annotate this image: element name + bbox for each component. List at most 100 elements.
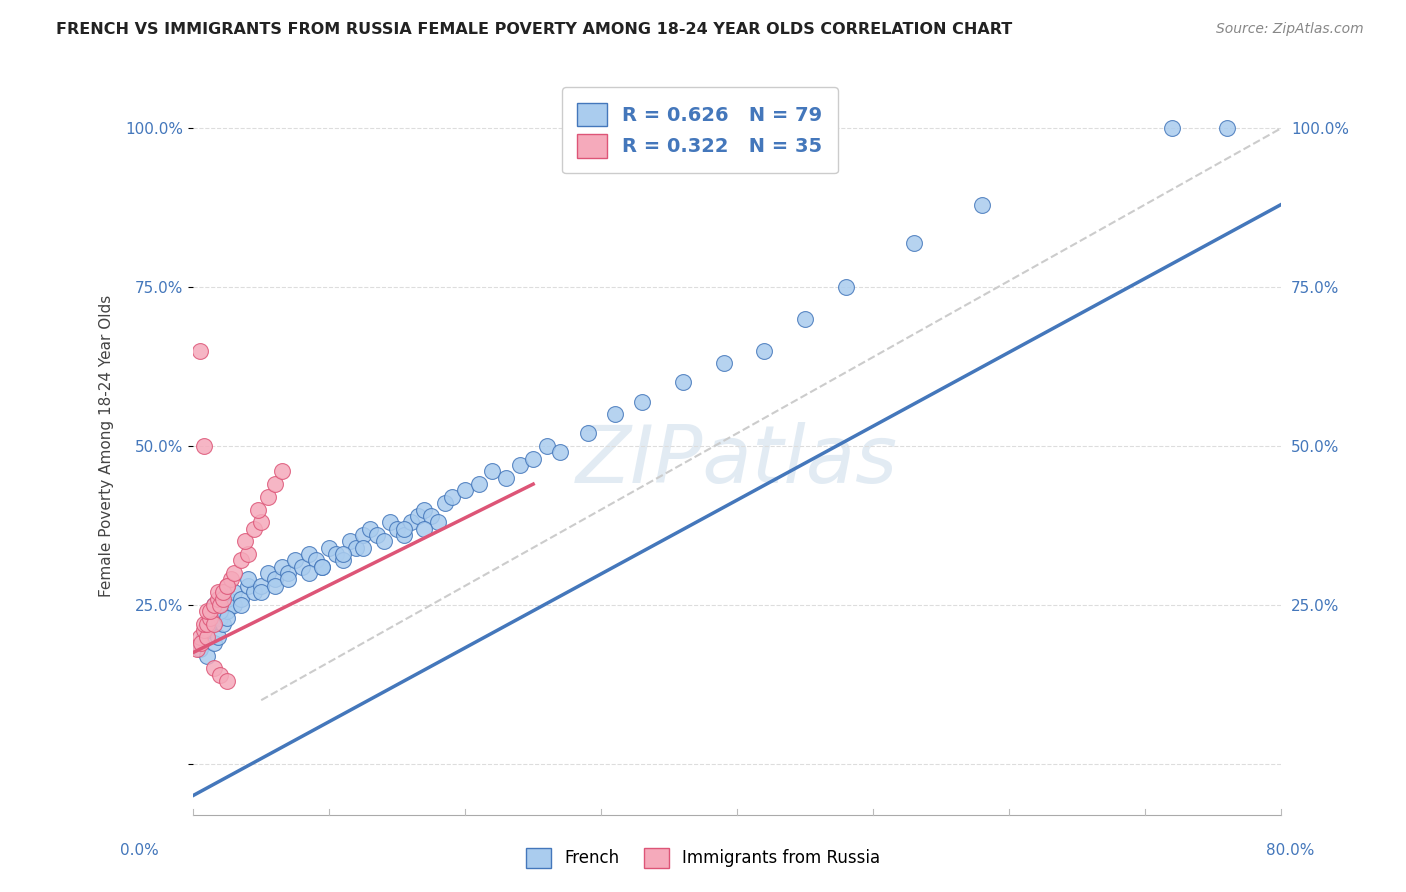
- Point: [188, 343, 211, 358]
- Point: [277, 573, 299, 587]
- Point: [222, 598, 245, 612]
- Point: [195, 648, 218, 663]
- Point: [1215, 121, 1237, 136]
- Point: [207, 585, 229, 599]
- Point: [406, 508, 429, 523]
- Point: [263, 579, 285, 593]
- Point: [217, 579, 239, 593]
- Point: [277, 566, 299, 580]
- Point: [217, 579, 239, 593]
- Point: [380, 515, 402, 529]
- Point: [250, 579, 273, 593]
- Point: [495, 471, 517, 485]
- Point: [207, 591, 229, 606]
- Point: [186, 642, 208, 657]
- Point: [413, 502, 436, 516]
- Point: [233, 534, 256, 549]
- Point: [468, 477, 491, 491]
- Text: Source: ZipAtlas.com: Source: ZipAtlas.com: [1216, 22, 1364, 37]
- Point: [202, 598, 225, 612]
- Point: [318, 541, 340, 555]
- Point: [209, 598, 232, 612]
- Text: FRENCH VS IMMIGRANTS FROM RUSSIA FEMALE POVERTY AMONG 18-24 YEAR OLDS CORRELATIO: FRENCH VS IMMIGRANTS FROM RUSSIA FEMALE …: [56, 22, 1012, 37]
- Legend: R = 0.626   N = 79, R = 0.322   N = 35: R = 0.626 N = 79, R = 0.322 N = 35: [562, 87, 838, 174]
- Point: [202, 661, 225, 675]
- Point: [195, 604, 218, 618]
- Point: [631, 394, 654, 409]
- Point: [198, 604, 221, 618]
- Point: [672, 376, 695, 390]
- Legend: French, Immigrants from Russia: French, Immigrants from Russia: [519, 841, 887, 875]
- Point: [193, 439, 215, 453]
- Text: 80.0%: 80.0%: [1267, 843, 1315, 858]
- Point: [207, 630, 229, 644]
- Point: [603, 407, 626, 421]
- Point: [243, 522, 266, 536]
- Point: [304, 553, 326, 567]
- Point: [366, 528, 388, 542]
- Point: [229, 598, 252, 612]
- Point: [413, 522, 436, 536]
- Point: [217, 674, 239, 689]
- Point: [1161, 121, 1184, 136]
- Point: [392, 528, 415, 542]
- Point: [352, 541, 374, 555]
- Point: [835, 280, 858, 294]
- Point: [298, 547, 321, 561]
- Point: [257, 566, 280, 580]
- Point: [754, 343, 776, 358]
- Point: [392, 522, 415, 536]
- Text: ZIPatlas: ZIPatlas: [576, 422, 898, 500]
- Point: [217, 591, 239, 606]
- Point: [250, 515, 273, 529]
- Point: [332, 547, 354, 561]
- Point: [236, 579, 259, 593]
- Point: [198, 616, 221, 631]
- Point: [195, 630, 218, 644]
- Point: [202, 616, 225, 631]
- Point: [263, 477, 285, 491]
- Point: [188, 630, 211, 644]
- Point: [359, 522, 381, 536]
- Point: [212, 616, 235, 631]
- Point: [373, 534, 395, 549]
- Point: [222, 566, 245, 580]
- Point: [209, 667, 232, 681]
- Point: [332, 553, 354, 567]
- Point: [385, 522, 408, 536]
- Point: [481, 464, 503, 478]
- Point: [217, 604, 239, 618]
- Point: [212, 585, 235, 599]
- Point: [522, 451, 544, 466]
- Point: [536, 439, 558, 453]
- Point: [212, 591, 235, 606]
- Point: [344, 541, 367, 555]
- Point: [188, 642, 211, 657]
- Point: [263, 573, 285, 587]
- Point: [270, 464, 292, 478]
- Point: [970, 197, 993, 211]
- Point: [236, 547, 259, 561]
- Point: [236, 573, 259, 587]
- Point: [903, 235, 925, 250]
- Point: [509, 458, 531, 472]
- Point: [713, 356, 735, 370]
- Point: [576, 426, 599, 441]
- Point: [193, 616, 215, 631]
- Point: [433, 496, 456, 510]
- Point: [202, 598, 225, 612]
- Point: [209, 604, 232, 618]
- Point: [198, 610, 221, 624]
- Point: [193, 624, 215, 638]
- Point: [217, 610, 239, 624]
- Point: [243, 585, 266, 599]
- Point: [298, 566, 321, 580]
- Point: [399, 515, 422, 529]
- Point: [229, 553, 252, 567]
- Point: [339, 534, 361, 549]
- Point: [270, 559, 292, 574]
- Point: [229, 591, 252, 606]
- Point: [222, 585, 245, 599]
- Point: [440, 490, 463, 504]
- Point: [190, 636, 212, 650]
